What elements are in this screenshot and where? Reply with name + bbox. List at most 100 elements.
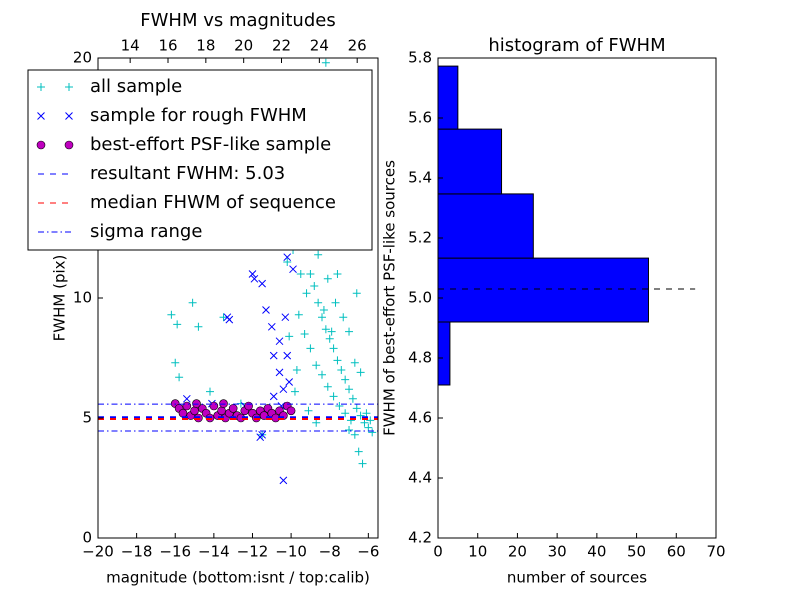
bar <box>437 257 649 323</box>
point <box>333 270 342 278</box>
point <box>302 289 311 298</box>
x-tick-label: −8 <box>319 543 341 561</box>
point <box>337 366 346 374</box>
bar <box>437 65 459 130</box>
point <box>354 447 363 456</box>
y-tick-label: 4.2 <box>408 529 432 547</box>
point <box>331 298 340 307</box>
point <box>358 459 367 468</box>
x2-tick-label: 14 <box>121 37 140 55</box>
y-tick-label: 5.2 <box>408 229 432 247</box>
point <box>314 298 323 307</box>
point <box>290 387 299 396</box>
legend-label: sigma range <box>90 221 202 242</box>
y-tick-label: 5.6 <box>408 109 432 127</box>
y-tick-label: 5.8 <box>408 49 432 67</box>
point <box>352 289 361 298</box>
point <box>325 334 334 343</box>
point <box>341 409 350 418</box>
legend-marker <box>37 83 45 91</box>
point <box>296 270 305 278</box>
legend-label: all sample <box>90 76 182 97</box>
point <box>258 430 266 439</box>
point <box>182 394 191 403</box>
point <box>360 418 369 427</box>
point <box>178 408 188 418</box>
x-tick-label: −18 <box>121 543 153 561</box>
point <box>350 430 359 439</box>
point <box>225 315 234 324</box>
point <box>217 406 226 416</box>
point <box>171 358 180 367</box>
x-tick-label: 30 <box>548 543 567 561</box>
point <box>318 370 326 379</box>
y-axis-label: FWHM of best-effort PSF-like sources <box>381 160 399 436</box>
point <box>335 402 344 410</box>
point <box>333 356 342 365</box>
x-tick-label: −10 <box>275 543 307 561</box>
point <box>364 423 373 432</box>
point <box>321 58 330 67</box>
point <box>329 392 338 401</box>
legend-marker <box>36 140 46 150</box>
point <box>275 337 284 346</box>
point <box>292 366 301 374</box>
point <box>283 351 292 360</box>
point <box>283 258 292 266</box>
legend-marker <box>64 140 74 150</box>
bar <box>437 193 534 259</box>
x2-tick-label: 24 <box>310 37 329 55</box>
point <box>362 409 371 418</box>
x-axis-label: magnitude (bottom:isnt / top:calib) <box>106 569 370 587</box>
point <box>279 476 288 485</box>
y-axis-label: FWHM (pix) <box>51 255 69 342</box>
legend-label: median FHWM of sequence <box>90 192 336 213</box>
y-tick-label: 4.8 <box>408 349 432 367</box>
point <box>304 406 313 415</box>
legend-marker <box>37 112 45 120</box>
point <box>206 387 214 396</box>
legend-marker <box>65 112 73 120</box>
x-tick-label: 60 <box>667 543 686 561</box>
point <box>285 378 294 386</box>
point <box>339 313 348 322</box>
bar <box>437 128 503 195</box>
point <box>279 385 288 394</box>
point <box>368 428 377 437</box>
point <box>228 404 238 413</box>
x2-tick-label: 22 <box>272 37 291 55</box>
legend-marker <box>65 83 73 91</box>
x2-tick-label: 18 <box>196 37 215 55</box>
y-tick-label: 20 <box>73 49 92 67</box>
point <box>312 418 321 427</box>
point <box>173 320 182 329</box>
point <box>190 406 199 416</box>
x-tick-label: −12 <box>237 543 269 561</box>
legend-label: best-effort PSF-like sample <box>90 134 331 155</box>
point <box>244 401 253 411</box>
x-tick-label: −20 <box>82 543 114 561</box>
point <box>310 282 319 290</box>
legend-box <box>27 69 373 251</box>
bar <box>437 321 451 386</box>
y-tick-label: 10 <box>73 289 92 307</box>
point <box>352 404 361 413</box>
point <box>248 270 257 278</box>
point <box>323 274 332 283</box>
x-tick-label: 10 <box>468 543 487 561</box>
point <box>167 310 176 319</box>
point <box>283 253 292 262</box>
x-tick-label: −16 <box>159 543 191 561</box>
point <box>366 416 375 425</box>
point <box>267 322 276 331</box>
point <box>350 358 359 367</box>
point <box>341 375 350 384</box>
legend: all sample sample for rough FWHM best-effo… <box>27 69 373 251</box>
y-tick-label: 4.6 <box>408 409 432 427</box>
point <box>258 279 266 288</box>
point <box>348 394 357 403</box>
point <box>327 327 336 336</box>
x-tick-label: 40 <box>587 543 606 561</box>
